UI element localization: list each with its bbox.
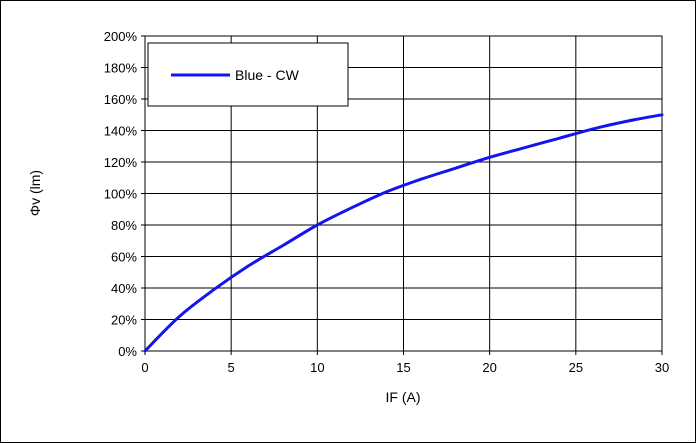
y-axis-title: Φv (lm) [27,170,43,216]
x-tick-label: 5 [228,360,235,375]
legend-label: Blue - CW [235,67,300,83]
x-tick-label: 15 [396,360,410,375]
x-tick-label: 10 [310,360,324,375]
grid-lines [145,36,662,351]
x-tick-label: 25 [569,360,583,375]
y-tick-label: 20% [111,313,137,328]
y-tick-label: 200% [104,29,138,44]
y-tick-label: 120% [104,155,138,170]
y-tick-label: 80% [111,218,137,233]
x-tick-label: 20 [482,360,496,375]
y-tick-label: 100% [104,187,138,202]
x-tick-label: 0 [141,360,148,375]
series-group [143,113,664,353]
y-tick-label: 140% [104,124,138,139]
x-axis-ticks: 0 5 10 15 20 25 30 [141,351,669,375]
legend: Blue - CW [147,42,349,107]
x-axis-title: IF (A) [386,389,421,405]
x-tick-label: 30 [655,360,669,375]
y-tick-label: 60% [111,250,137,265]
y-tick-label: 0% [118,344,137,359]
y-tick-label: 180% [104,61,138,76]
y-tick-label: 160% [104,92,138,107]
y-axis-ticks: 0% 20% 40% 60% 80% 100% 120% 140% 160% 180% 200% [104,29,145,359]
series-line-blue-cw [143,113,664,353]
y-tick-label: 40% [111,281,137,296]
